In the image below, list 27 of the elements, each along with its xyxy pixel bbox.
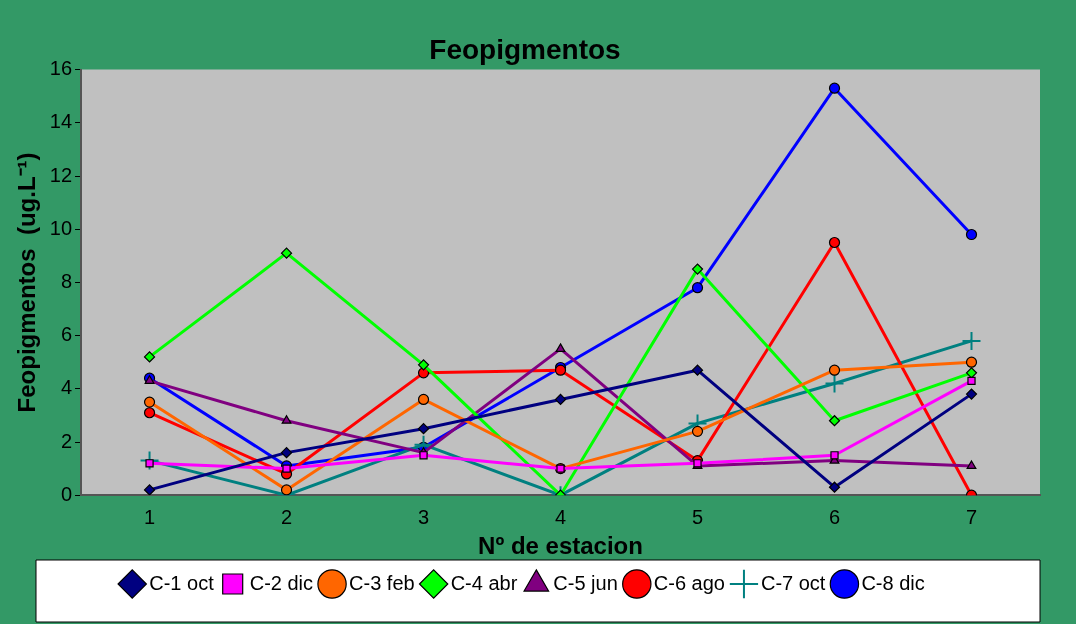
legend-label: C-8 dic (861, 571, 925, 594)
y-tick-label: 16 (49, 57, 73, 80)
legend-label: C-3 feb (349, 571, 415, 594)
y-tick-label: 0 (60, 482, 73, 505)
x-axis-title: Nº de estacion (478, 532, 643, 560)
x-tick-label: 2 (280, 505, 293, 528)
x-tick-label: 6 (828, 505, 841, 528)
x-tick-label: 1 (143, 505, 156, 528)
x-tick-label: 3 (417, 505, 430, 528)
chart-title: Feopigmentos (429, 33, 621, 65)
legend-label: C-6 ago (653, 571, 725, 594)
y-tick-label: 14 (49, 110, 73, 133)
legend-label: C-1 oct (149, 571, 215, 594)
legend-label: C-7 oct (760, 571, 826, 594)
x-tick-label: 4 (554, 505, 567, 528)
legend-label: C-5 jun (553, 571, 618, 594)
y-tick-label: 6 (60, 323, 73, 346)
y-tick-label: 2 (60, 429, 73, 452)
y-axis-title: Feopigmentos (ug.L⁻¹) (13, 152, 41, 413)
legend-label: C-2 dic (249, 571, 314, 594)
y-tick-label: 10 (49, 216, 73, 239)
x-tick-label: 7 (965, 505, 978, 528)
x-tick-label: 5 (691, 505, 704, 528)
y-tick-label: 12 (49, 163, 73, 186)
y-tick-label: 4 (60, 376, 73, 399)
legend-label: C-4 abr (450, 571, 518, 594)
y-tick-label: 8 (60, 269, 73, 292)
